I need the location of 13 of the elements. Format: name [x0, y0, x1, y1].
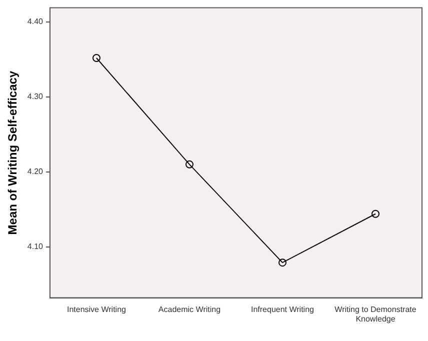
y-tick-label: 4.20 [27, 167, 44, 176]
x-tick-label: Infrequent Writing [250, 304, 314, 314]
point [92, 54, 100, 62]
x-tick-label: Writing to Demonstrate Knowledge [334, 304, 417, 324]
y-tick-label: 4.40 [27, 17, 44, 26]
x-tick-label: Academic Writing [158, 304, 221, 314]
x-tick-label: Intensive Writing [66, 304, 126, 314]
y-tick-label: 4.30 [27, 92, 44, 102]
y-tick-label: 4.10 [27, 242, 44, 252]
y-axis-title: Mean of Writing Self-efficacy [6, 70, 20, 235]
point [371, 210, 380, 218]
point [278, 258, 286, 267]
point [185, 160, 194, 168]
